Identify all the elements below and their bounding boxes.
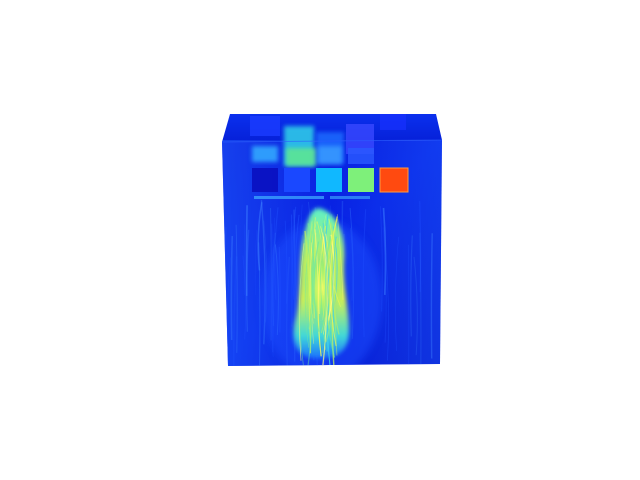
volume-cube[interactable]	[221, 114, 443, 413]
color-swatch-strip	[252, 167, 409, 199]
hair-plume	[262, 208, 382, 366]
hair-strands	[298, 214, 344, 366]
top-sample-blocks	[250, 114, 406, 166]
